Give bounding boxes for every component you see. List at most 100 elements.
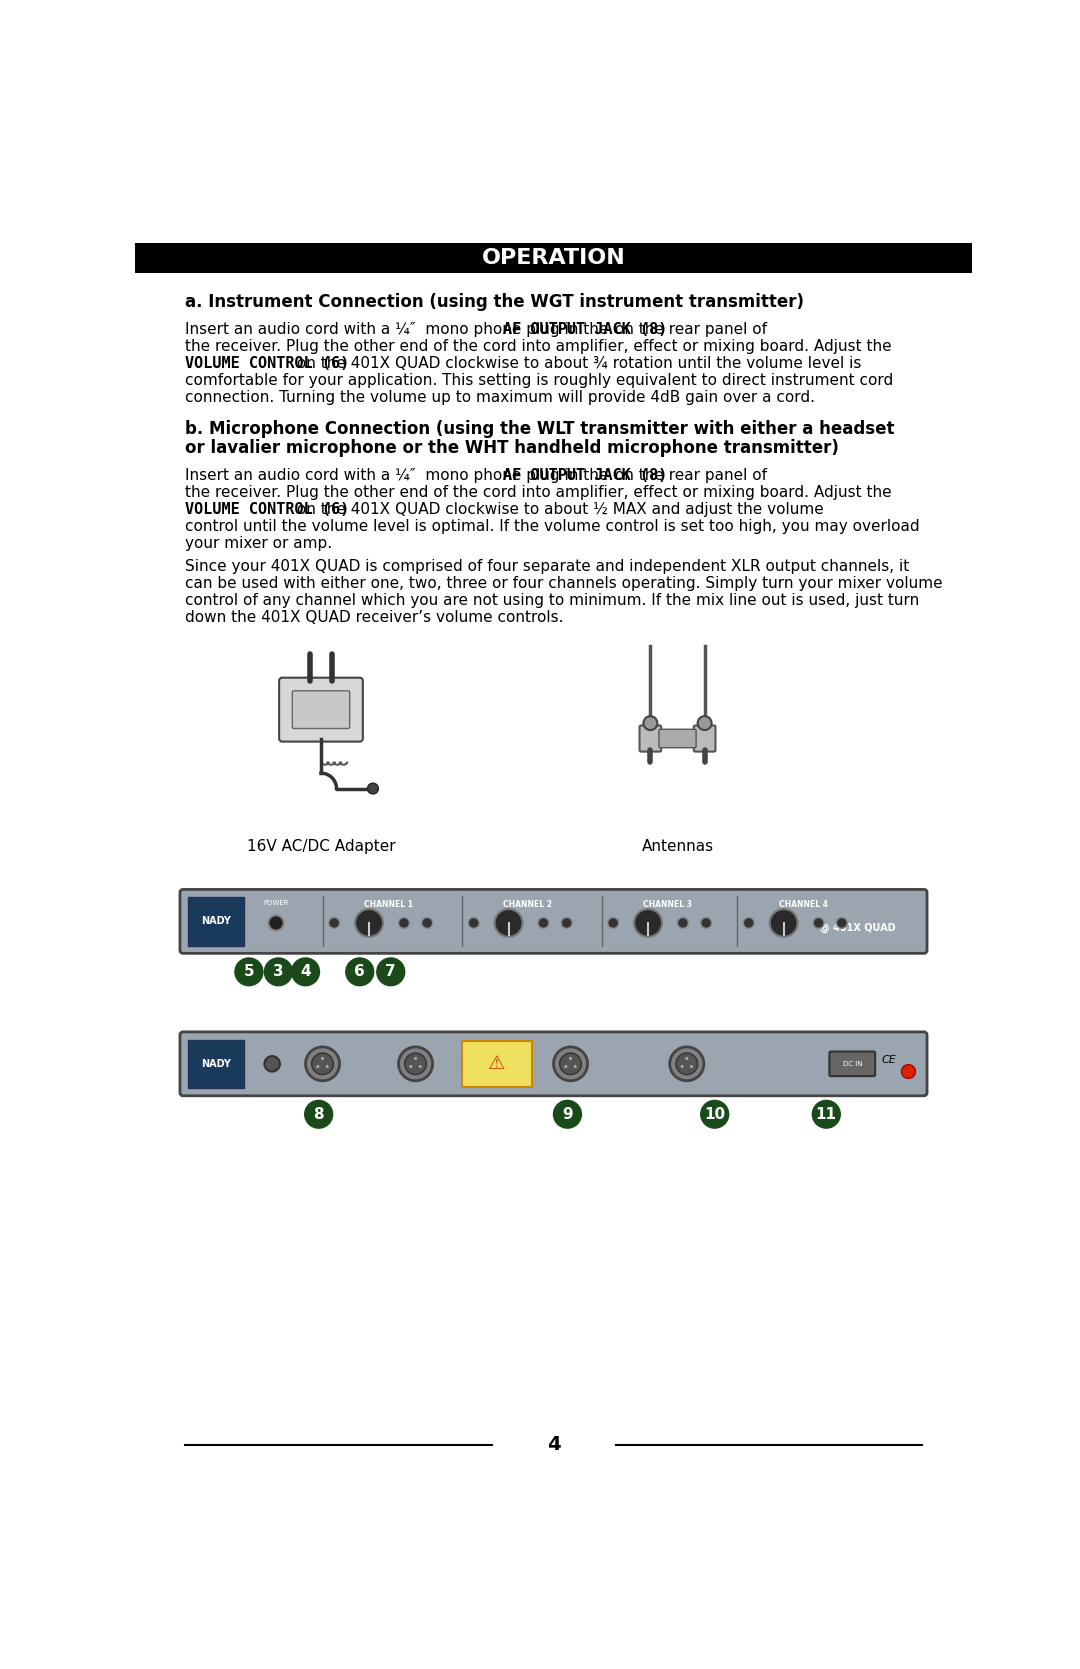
Text: CHANNEL 3: CHANNEL 3	[643, 900, 692, 910]
FancyBboxPatch shape	[188, 898, 243, 946]
Text: AF OUTPUT JACK (8): AF OUTPUT JACK (8)	[503, 469, 667, 484]
Text: VOLUME CONTROL (6): VOLUME CONTROL (6)	[186, 355, 350, 371]
Text: the receiver. Plug the other end of the cord into amplifier, effect or mixing bo: the receiver. Plug the other end of the …	[186, 339, 892, 354]
Circle shape	[677, 918, 688, 928]
FancyBboxPatch shape	[293, 691, 350, 728]
Text: CHANNEL 2: CHANNEL 2	[503, 900, 553, 910]
Circle shape	[312, 1053, 334, 1075]
Circle shape	[670, 1046, 704, 1082]
Circle shape	[701, 1100, 729, 1128]
FancyBboxPatch shape	[279, 678, 363, 741]
Text: AF OUTPUT JACK (8): AF OUTPUT JACK (8)	[503, 322, 667, 337]
Text: 9: 9	[562, 1107, 572, 1122]
Circle shape	[367, 783, 378, 794]
Circle shape	[644, 716, 658, 729]
Circle shape	[813, 918, 824, 928]
Circle shape	[573, 1065, 577, 1068]
Circle shape	[690, 1065, 693, 1068]
FancyBboxPatch shape	[180, 1031, 927, 1097]
Text: on the rear panel of: on the rear panel of	[610, 322, 767, 337]
Circle shape	[495, 910, 523, 936]
Text: your mixer or amp.: your mixer or amp.	[186, 536, 333, 551]
Circle shape	[569, 1056, 572, 1060]
Text: 4: 4	[300, 965, 311, 980]
Text: b. Microphone Connection (using the WLT transmitter with either a headset: b. Microphone Connection (using the WLT …	[186, 421, 895, 439]
Text: 6: 6	[354, 965, 365, 980]
Text: control of any channel which you are not using to minimum. If the mix line out i: control of any channel which you are not…	[186, 592, 920, 608]
Circle shape	[902, 1065, 916, 1078]
Text: Insert an audio cord with a ¼″  mono phone plug in the: Insert an audio cord with a ¼″ mono phon…	[186, 469, 613, 484]
Circle shape	[409, 1065, 413, 1068]
Text: 8: 8	[313, 1107, 324, 1122]
Circle shape	[235, 958, 262, 986]
Text: 16V AC/DC Adapter: 16V AC/DC Adapter	[246, 838, 395, 853]
Text: or lavalier microphone or the WHT handheld microphone transmitter): or lavalier microphone or the WHT handhe…	[186, 439, 839, 457]
Circle shape	[305, 1100, 333, 1128]
Text: CHANNEL 1: CHANNEL 1	[364, 900, 413, 910]
Text: the receiver. Plug the other end of the cord into amplifier, effect or mixing bo: the receiver. Plug the other end of the …	[186, 486, 892, 501]
Text: comfortable for your application. This setting is roughly equivalent to direct i: comfortable for your application. This s…	[186, 372, 893, 387]
FancyBboxPatch shape	[639, 726, 661, 751]
Circle shape	[265, 1056, 280, 1071]
Text: VOLUME CONTROL (6): VOLUME CONTROL (6)	[186, 502, 350, 517]
FancyBboxPatch shape	[135, 242, 972, 274]
FancyBboxPatch shape	[188, 1040, 243, 1088]
Text: 4 Channel UHF Receiver: 4 Channel UHF Receiver	[820, 913, 896, 918]
Text: NADY: NADY	[201, 1058, 230, 1068]
Circle shape	[316, 1065, 320, 1068]
Circle shape	[405, 1053, 427, 1075]
Text: a. Instrument Connection (using the WGT instrument transmitter): a. Instrument Connection (using the WGT …	[186, 292, 805, 310]
Circle shape	[634, 910, 662, 936]
Text: Insert an audio cord with a ¼″  mono phone plug in the: Insert an audio cord with a ¼″ mono phon…	[186, 322, 613, 337]
Circle shape	[538, 918, 549, 928]
Circle shape	[377, 958, 405, 986]
Circle shape	[265, 958, 293, 986]
Text: OPERATION: OPERATION	[482, 249, 625, 269]
Circle shape	[562, 918, 572, 928]
Circle shape	[559, 1053, 581, 1075]
Circle shape	[701, 918, 712, 928]
Text: 5: 5	[244, 965, 254, 980]
Circle shape	[698, 716, 712, 729]
Text: POWER: POWER	[264, 900, 288, 906]
Text: Since your 401X QUAD is comprised of four separate and independent XLR output ch: Since your 401X QUAD is comprised of fou…	[186, 559, 909, 574]
FancyBboxPatch shape	[462, 1041, 531, 1087]
Circle shape	[608, 918, 619, 928]
Circle shape	[469, 918, 480, 928]
Text: down the 401X QUAD receiver’s volume controls.: down the 401X QUAD receiver’s volume con…	[186, 609, 564, 624]
Circle shape	[770, 910, 798, 936]
Circle shape	[743, 918, 754, 928]
Circle shape	[554, 1046, 588, 1082]
Text: ⚠: ⚠	[488, 1055, 505, 1073]
Text: 10: 10	[704, 1107, 726, 1122]
Circle shape	[399, 918, 409, 928]
Circle shape	[328, 918, 339, 928]
Text: 7: 7	[386, 965, 396, 980]
Circle shape	[554, 1100, 581, 1128]
Circle shape	[422, 918, 433, 928]
Circle shape	[355, 910, 383, 936]
Circle shape	[306, 1046, 339, 1082]
Circle shape	[292, 958, 320, 986]
Circle shape	[812, 1100, 840, 1128]
Circle shape	[346, 958, 374, 986]
Text: CHANNEL 4: CHANNEL 4	[779, 900, 827, 910]
Circle shape	[680, 1065, 684, 1068]
Circle shape	[399, 1046, 433, 1082]
Text: 4: 4	[546, 1435, 561, 1454]
Text: DC IN: DC IN	[842, 1061, 863, 1066]
Text: on the rear panel of: on the rear panel of	[610, 469, 767, 484]
Text: 3: 3	[273, 965, 284, 980]
Text: can be used with either one, two, three or four channels operating. Simply turn : can be used with either one, two, three …	[186, 576, 943, 591]
Circle shape	[676, 1053, 698, 1075]
Circle shape	[565, 1065, 567, 1068]
Circle shape	[419, 1065, 422, 1068]
Circle shape	[326, 1065, 328, 1068]
Text: control until the volume level is optimal. If the volume control is set too high: control until the volume level is optima…	[186, 519, 920, 534]
FancyBboxPatch shape	[180, 890, 927, 953]
FancyBboxPatch shape	[659, 729, 697, 748]
Text: on the 401X QUAD clockwise to about ¾ rotation until the volume level is: on the 401X QUAD clockwise to about ¾ ro…	[292, 355, 861, 371]
FancyBboxPatch shape	[829, 1051, 875, 1077]
Circle shape	[414, 1056, 417, 1060]
Circle shape	[268, 915, 284, 931]
